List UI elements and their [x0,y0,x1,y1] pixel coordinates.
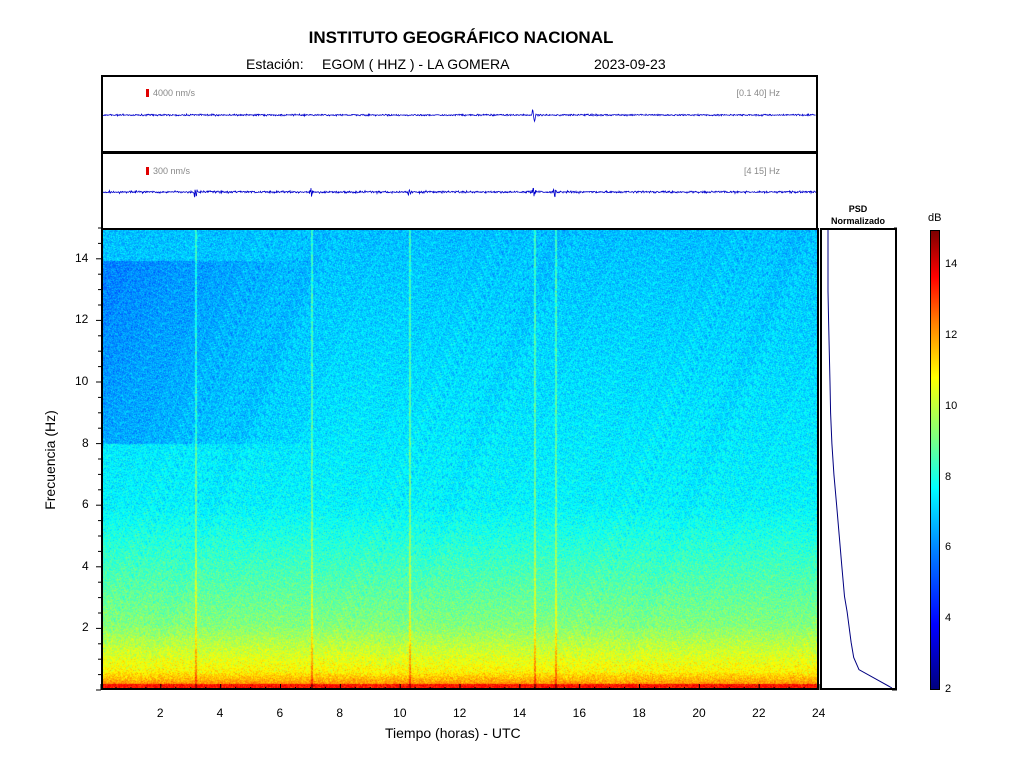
x-tick-label: 20 [692,706,706,720]
y-tick-label: 10 [75,374,89,388]
colorbar [930,230,940,690]
trace-scale-label: 4000 nm/s [153,88,196,98]
psd-title-line1: PSD [848,204,868,214]
psd-curve [827,230,893,688]
x-tick-label: 16 [572,706,587,720]
y-axis-title: Frecuencia (Hz) [42,410,58,510]
psd-title: PSD Normalizado [816,203,900,227]
colorbar-tick-label: 6 [945,541,952,554]
colorbar-tick-label: 12 [945,329,958,342]
scale-marker [146,167,149,175]
seismogram-trace-broadband [103,109,816,123]
y-tick-label: 14 [75,250,89,265]
x-tick-label: 10 [393,706,407,720]
x-tick-label: 24 [812,706,826,720]
x-axis-title: Tiempo (horas) - UTC [385,725,521,741]
trace-line [103,109,816,123]
x-tick-label: 12 [453,706,467,720]
trace-panel-filtered: 300 nm/s [4 15] Hz [101,152,818,230]
trace-band-label: [0.1 40] Hz [736,88,780,98]
station-value: EGOM ( HHZ ) - LA GOMERA [322,56,510,72]
y-tick-label: 12 [75,312,89,327]
psd-line [827,230,893,688]
station-label: Estación: [246,56,304,72]
y-tick-label: 6 [82,497,89,512]
colorbar-tick-label: 8 [945,470,952,483]
colorbar-unit: dB [928,212,942,224]
trace-scale-label: 300 nm/s [153,166,191,176]
trace-line [103,187,816,198]
psd-panel [820,228,897,690]
x-tick-label: 18 [632,706,646,720]
spectrogram-image [103,230,817,688]
spectrogram-plot [101,228,819,690]
x-tick-label: 22 [752,706,766,720]
colorbar-tick-label: 10 [945,399,958,412]
scale-marker [146,89,149,97]
x-tick-label: 4 [216,706,224,720]
x-tick-label: 8 [336,706,344,720]
y-tick-label: 4 [82,558,89,573]
page-title: INSTITUTO GEOGRÁFICO NACIONAL [308,28,614,47]
colorbar-tick-label: 4 [945,612,952,625]
x-tick-label: 14 [512,706,527,720]
colorbar-tick-label: 14 [945,258,958,271]
x-tick-label: 2 [156,706,164,720]
y-tick-label: 8 [82,435,89,450]
seismogram-trace-filtered [103,187,816,198]
psd-title-line2: Normalizado [830,216,885,226]
trace-panel-broadband: 4000 nm/s [0.1 40] Hz [101,75,818,153]
date-label: 2023-09-23 [594,56,666,72]
colorbar-tick-label: 2 [945,683,952,695]
y-tick-label: 2 [82,620,89,635]
trace-band-label: [4 15] Hz [743,166,780,176]
x-tick-label: 6 [276,706,284,720]
